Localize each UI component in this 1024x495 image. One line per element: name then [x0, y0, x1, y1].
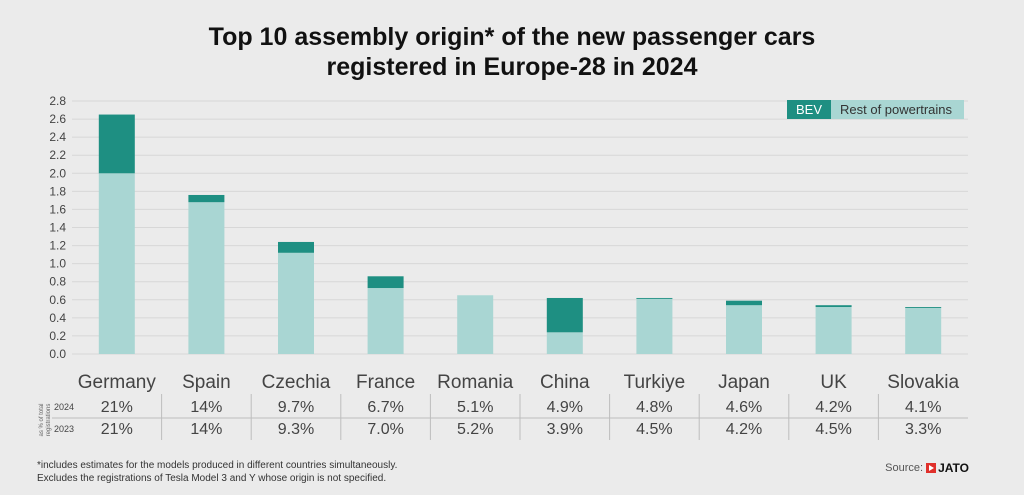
- share-2024-cell: 21%: [101, 399, 133, 416]
- category-label: Japan: [718, 372, 770, 393]
- bar-bev-uk: [815, 305, 852, 308]
- category-label: Germany: [78, 372, 157, 393]
- bar-bev-france: [367, 276, 404, 289]
- y-tick-label: 2.8: [49, 94, 66, 108]
- share-2023-cell: 4.5%: [815, 421, 851, 438]
- share-2024-cell: 5.1%: [457, 399, 493, 416]
- share-2023-cell: 5.2%: [457, 421, 493, 438]
- jato-logo: JATO: [926, 461, 969, 475]
- share-2023-cell: 9.3%: [278, 421, 314, 438]
- bar-rest-japan: [726, 305, 762, 354]
- share-2024-cell: 4.1%: [905, 399, 941, 416]
- legend-rest-of-powertrains: Rest of powertrains: [831, 100, 965, 119]
- y-tick-label: 2.6: [49, 112, 66, 126]
- share-2023-cell: 14%: [190, 421, 222, 438]
- bar-rest-uk: [815, 307, 852, 354]
- share-2023-cell: 3.3%: [905, 421, 941, 438]
- source-label: Source:: [885, 462, 924, 474]
- bar-bev-japan: [726, 300, 762, 306]
- bar-rest-slovakia: [905, 307, 942, 354]
- table-side-label-line-1: as % of total: [39, 403, 45, 436]
- share-2024-cell: 14%: [190, 399, 222, 416]
- jato-logo-text: JATO: [938, 461, 969, 475]
- row-label-2024: 2024: [54, 402, 74, 412]
- share-2024-cell: 4.6%: [726, 399, 762, 416]
- bar-rest-spain: [188, 202, 225, 354]
- share-2024-cell: 4.8%: [636, 399, 672, 416]
- y-tick-label: 2.0: [49, 166, 66, 180]
- bar-bev-turkiye: [636, 297, 673, 299]
- category-label: Spain: [182, 372, 231, 393]
- y-tick-label: 0.8: [49, 275, 66, 289]
- share-2024-cell: 4.2%: [815, 399, 851, 416]
- source: Source: JATO: [885, 461, 969, 475]
- category-label: Slovakia: [887, 372, 959, 393]
- share-2023-cell: 7.0%: [367, 421, 403, 438]
- y-tick-label: 0.0: [49, 347, 66, 361]
- chart-title-line-2: registered in Europe-28 in 2024: [326, 53, 698, 81]
- category-label: Czechia: [262, 372, 331, 393]
- share-2024-cell: 4.9%: [547, 399, 583, 416]
- table-side-label: as % of totalregistrations: [39, 403, 52, 436]
- y-tick-label: 2.4: [49, 130, 66, 144]
- bar-rest-romania: [457, 295, 494, 354]
- y-tick-label: 1.6: [49, 202, 66, 216]
- share-2023-cell: 4.5%: [636, 421, 672, 438]
- bar-bev-china: [546, 297, 583, 333]
- bar-rest-germany: [98, 173, 135, 354]
- share-2023-cell: 21%: [101, 421, 133, 438]
- category-label: Turkiye: [624, 372, 686, 393]
- share-2024-cell: 9.7%: [278, 399, 314, 416]
- chart-title-line-1: Top 10 assembly origin* of the new passe…: [208, 23, 816, 51]
- bar-bev-slovakia: [905, 307, 942, 308]
- footnote-line-2: Excludes the registrations of Tesla Mode…: [37, 472, 387, 484]
- y-tick-label: 1.8: [49, 184, 66, 198]
- footnote-line-1: *includes estimates for the models produ…: [37, 460, 398, 471]
- legend-bev: BEV: [787, 100, 832, 119]
- category-label: UK: [820, 372, 847, 393]
- y-tick-label: 0.4: [49, 311, 66, 325]
- y-tick-label: 1.4: [49, 221, 66, 235]
- share-2023-cell: 4.2%: [726, 421, 762, 438]
- table-side-label-line-2: registrations: [46, 404, 52, 437]
- jato-logo-icon: [926, 463, 937, 473]
- row-label-2023: 2023: [54, 424, 74, 434]
- bar-bev-spain: [188, 194, 225, 203]
- y-tick-label: 1.2: [49, 239, 66, 253]
- y-tick-label: 0.2: [49, 329, 66, 343]
- bar-rest-turkiye: [636, 298, 673, 354]
- share-2024-cell: 6.7%: [367, 399, 403, 416]
- chart-legend: BEV Rest of powertrains: [787, 100, 965, 119]
- y-tick-label: 1.0: [49, 257, 66, 271]
- bar-rest-czechia: [278, 252, 314, 354]
- y-tick-label: 0.6: [49, 293, 66, 307]
- bar-rest-china: [546, 332, 583, 354]
- category-label: China: [540, 372, 590, 393]
- chart-title: Top 10 assembly origin* of the new passe…: [0, 22, 1024, 82]
- category-label: France: [356, 372, 415, 393]
- bar-rest-france: [367, 288, 404, 354]
- bar-bev-germany: [98, 114, 135, 174]
- y-tick-label: 2.2: [49, 148, 66, 162]
- category-label: Romania: [437, 372, 513, 393]
- footnote: *includes estimates for the models produ…: [37, 460, 397, 485]
- bar-bev-czechia: [278, 241, 314, 253]
- share-2023-cell: 3.9%: [547, 421, 583, 438]
